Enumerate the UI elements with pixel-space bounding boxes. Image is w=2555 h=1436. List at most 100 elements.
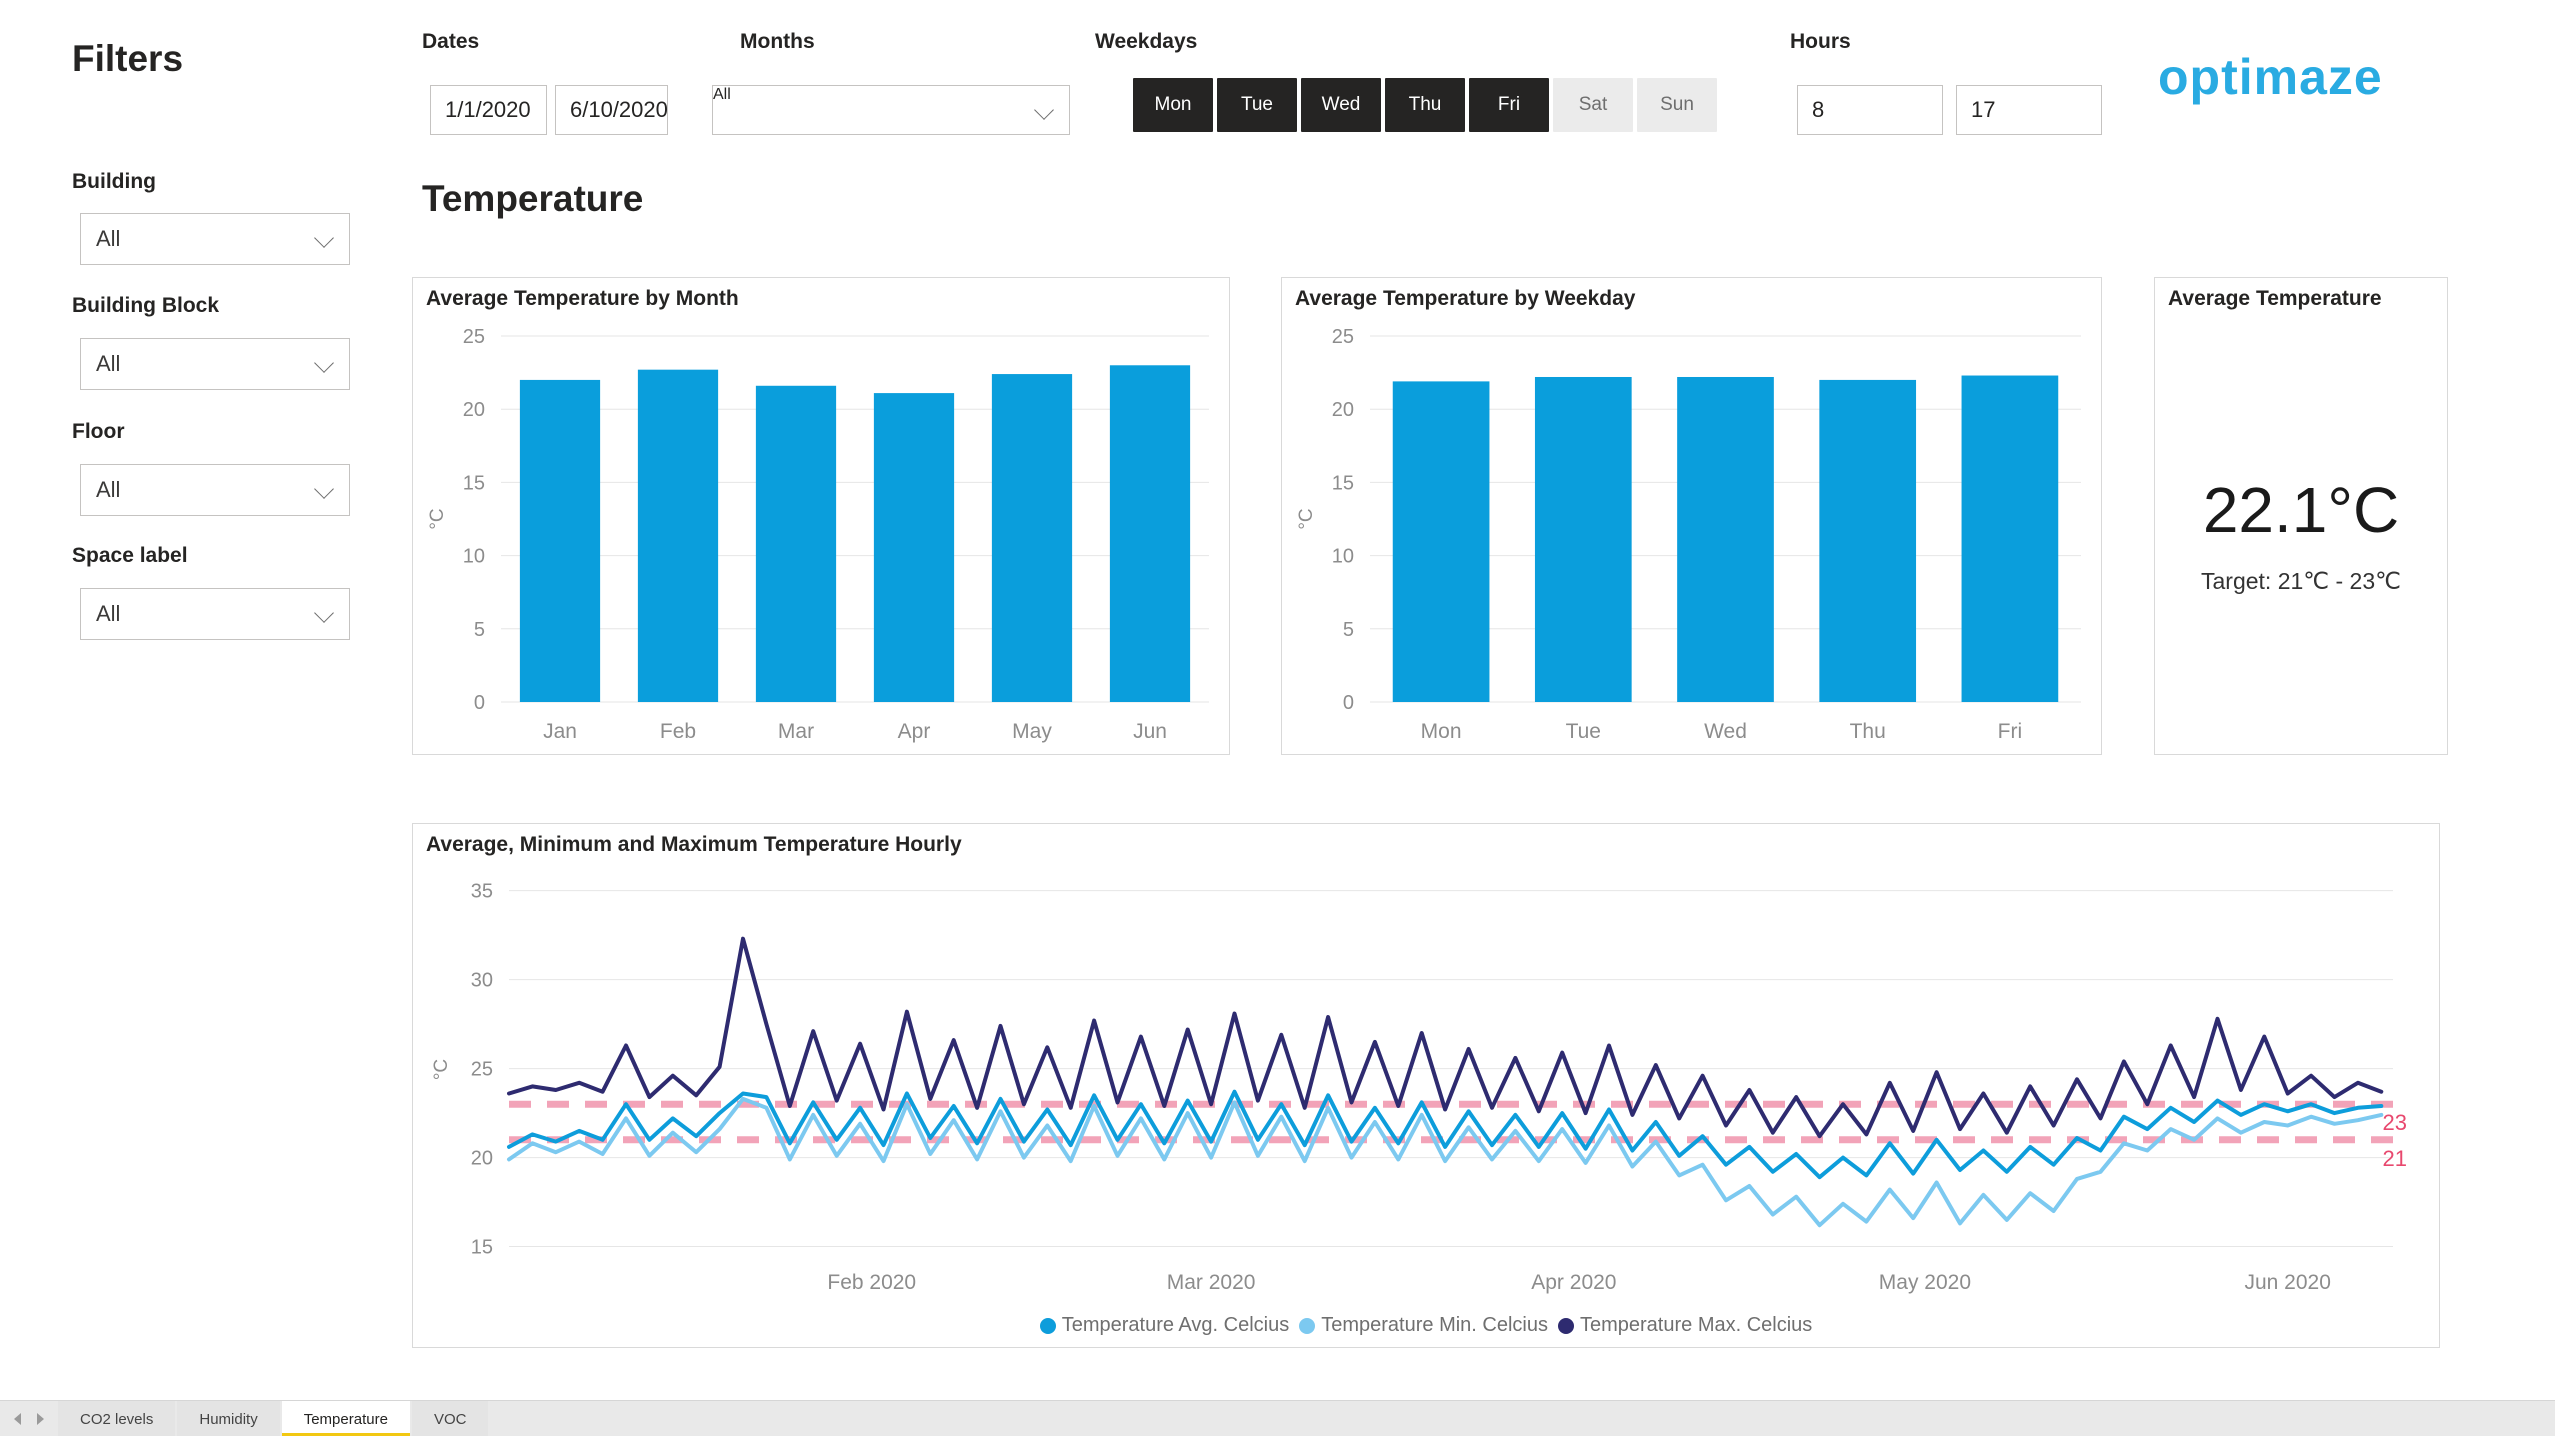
x-category-label: Wed	[1704, 720, 1747, 743]
x-tick-label: Feb 2020	[827, 1271, 916, 1294]
next-page-arrow-icon[interactable]	[37, 1413, 44, 1425]
date-from-input[interactable]	[430, 85, 547, 135]
series-line-0	[507, 1089, 2384, 1180]
weekday-fri-button[interactable]: Fri	[1469, 78, 1549, 132]
x-tick-label: Mar 2020	[1167, 1271, 1256, 1294]
bar-mon[interactable]	[1392, 381, 1490, 702]
y-tick-label: 10	[1332, 546, 1354, 568]
months-label: Months	[740, 30, 815, 53]
weekday-thu-button[interactable]: Thu	[1385, 78, 1465, 132]
bar-jan[interactable]	[519, 379, 601, 702]
optimaze-logo: optimaze	[2158, 49, 2383, 105]
weekday-button-group: Mon Tue Wed Thu Fri Sat Sun	[1133, 78, 1717, 132]
avg-temp-by-weekday-panel: Average Temperature by Weekday 0 5 10 15 20 2…	[1281, 277, 2102, 755]
y-tick-label: 20	[1332, 399, 1354, 421]
avg-temp-by-month-title: Average Temperature by Month	[426, 287, 739, 310]
y-tick-label: 20	[471, 1148, 493, 1170]
space-label-dropdown[interactable]: All	[80, 588, 350, 640]
months-dropdown[interactable]: All	[712, 85, 1070, 135]
y-tick-label: 5	[1343, 619, 1354, 641]
chevron-down-icon	[314, 353, 334, 373]
weekday-wed-button[interactable]: Wed	[1301, 78, 1381, 132]
weekday-sat-button[interactable]: Sat	[1553, 78, 1633, 132]
y-tick-label: 15	[463, 472, 485, 494]
x-category-label: May	[1012, 720, 1052, 743]
y-axis-title: °C	[1296, 508, 1317, 529]
legend-item[interactable]: Temperature Max. Celcius	[1557, 1314, 1812, 1337]
tab-co2-levels[interactable]: CO2 levels	[58, 1401, 176, 1436]
avg-temp-by-month-chart: 0 5 10 15 20 25 °C Jan Feb Mar Apr May Jun	[427, 326, 1209, 743]
x-tick-label: May 2020	[1879, 1271, 1971, 1294]
x-category-label: Thu	[1850, 720, 1886, 743]
hour-from-input[interactable]	[1797, 85, 1943, 135]
chevron-down-icon	[314, 603, 334, 623]
building-block-label: Building Block	[72, 294, 219, 317]
y-tick-label: 25	[471, 1059, 493, 1081]
avg-temp-by-month-panel: Average Temperature by Month 0 5 10 15 20 25 °…	[412, 277, 1230, 755]
hourly-temperature-panel: Average, Minimum and Maximum Temperature…	[412, 823, 2440, 1348]
average-temperature-card: Average Temperature 22.1°C Target: 21℃ -…	[2154, 277, 2448, 755]
bar-tue[interactable]	[1534, 376, 1632, 702]
floor-dropdown-value: All	[96, 477, 121, 502]
x-category-label: Mon	[1421, 720, 1462, 743]
bar-thu[interactable]	[1819, 379, 1917, 702]
weekday-mon-button[interactable]: Mon	[1133, 78, 1213, 132]
previous-page-arrow-icon[interactable]	[14, 1413, 21, 1425]
y-tick-label: 10	[463, 546, 485, 568]
hourly-temperature-chart: 15 20 25 30 35 °C Feb 2020 Mar 2020 Apr 2020 May …	[431, 881, 2407, 1294]
x-category-label: Tue	[1566, 720, 1601, 743]
building-label: Building	[72, 170, 156, 193]
months-dropdown-value: All	[713, 86, 731, 103]
tab-voc[interactable]: VOC	[411, 1401, 489, 1436]
bar-fri[interactable]	[1961, 375, 2059, 702]
x-tick-label: Apr 2020	[1531, 1271, 1616, 1294]
y-tick-label: 25	[463, 326, 485, 348]
y-axis-title: °C	[427, 508, 448, 529]
x-category-label: Mar	[778, 720, 814, 743]
floor-dropdown[interactable]: All	[80, 464, 350, 516]
x-category-label: Jan	[543, 720, 577, 743]
hour-to-input[interactable]	[1956, 85, 2102, 135]
avg-temp-by-weekday-title: Average Temperature by Weekday	[1295, 287, 1636, 310]
x-category-label: Apr	[898, 720, 931, 743]
average-temperature-value: 22.1°C	[2202, 474, 2400, 546]
weekday-sun-button[interactable]: Sun	[1637, 78, 1717, 132]
weekday-tue-button[interactable]: Tue	[1217, 78, 1297, 132]
space-label-label: Space label	[72, 544, 188, 567]
legend-dot-icon	[1299, 1317, 1316, 1334]
y-tick-label: 15	[1332, 472, 1354, 494]
bar-wed[interactable]	[1677, 376, 1774, 702]
avg-temp-by-weekday-chart: 0 5 10 15 20 25 °C Mon Tue Wed Thu Fri	[1296, 326, 2081, 743]
building-dropdown-value: All	[96, 226, 121, 251]
y-tick-label: 15	[471, 1237, 493, 1259]
bar-may[interactable]	[991, 374, 1073, 702]
y-tick-label: 5	[474, 619, 485, 641]
tab-temperature[interactable]: Temperature	[281, 1401, 411, 1436]
y-tick-label: 20	[463, 399, 485, 421]
filters-title: Filters	[72, 38, 184, 79]
legend-item[interactable]: Temperature Min. Celcius	[1299, 1314, 1548, 1337]
target-line-label-23: 23	[2383, 1110, 2407, 1135]
tab-humidity[interactable]: Humidity	[177, 1401, 280, 1436]
tab-navigation	[0, 1401, 58, 1436]
series-line-1	[507, 1096, 2384, 1228]
weekdays-label: Weekdays	[1095, 30, 1198, 53]
space-label-dropdown-value: All	[96, 601, 121, 626]
bar-feb[interactable]	[637, 369, 719, 702]
date-to-input[interactable]	[555, 85, 668, 135]
y-tick-label: 0	[1343, 692, 1354, 714]
dates-label: Dates	[422, 30, 480, 53]
bar-apr[interactable]	[873, 393, 955, 702]
bar-jun[interactable]	[1109, 365, 1191, 702]
building-block-dropdown[interactable]: All	[80, 338, 350, 390]
tab-list: CO2 levels Humidity Temperature VOC	[58, 1401, 490, 1436]
bar-mar[interactable]	[755, 385, 837, 702]
legend-item[interactable]: Temperature Avg. Celcius	[1039, 1314, 1290, 1337]
y-tick-label: 30	[471, 970, 493, 992]
building-dropdown[interactable]: All	[80, 213, 350, 265]
legend-label: Temperature Avg. Celcius	[1061, 1314, 1290, 1336]
target-line-label-21: 21	[2383, 1146, 2407, 1171]
hours-label: Hours	[1790, 30, 1851, 53]
y-axis-title: °C	[431, 1059, 452, 1080]
